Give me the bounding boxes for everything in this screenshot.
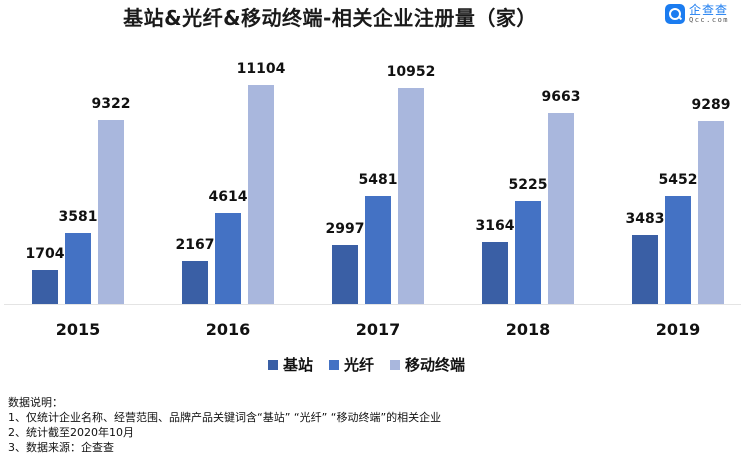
bar bbox=[98, 120, 124, 304]
x-tick-label: 2015 bbox=[55, 320, 101, 339]
notes-heading: 数据说明： bbox=[8, 396, 63, 409]
x-axis-line bbox=[4, 304, 741, 305]
notes-line: 1、仅统计企业名称、经营范围、品牌产品关键词含“基站” “光纤” “移动终端”的… bbox=[8, 411, 442, 424]
data-label: 5481 bbox=[358, 172, 398, 188]
data-label: 4614 bbox=[208, 189, 248, 205]
data-label: 1704 bbox=[25, 246, 65, 262]
data-label: 3164 bbox=[475, 218, 515, 234]
qcc-logo: 企查查 Qcc.com bbox=[665, 4, 729, 24]
bar bbox=[515, 201, 541, 304]
data-label: 11104 bbox=[236, 61, 286, 77]
chart-legend: 基站 光纤 移动终端 bbox=[268, 354, 481, 375]
x-tick-label: 2016 bbox=[205, 320, 251, 339]
bar bbox=[482, 242, 508, 304]
legend-swatch bbox=[329, 359, 340, 370]
data-label: 5452 bbox=[658, 172, 698, 188]
legend-item-mobile-terminal: 移动终端 bbox=[390, 354, 465, 375]
bar bbox=[632, 235, 658, 304]
logo-name-en: Qcc.com bbox=[689, 16, 730, 24]
bar bbox=[65, 233, 91, 304]
legend-item-base-station: 基站 bbox=[268, 354, 313, 375]
bar bbox=[398, 88, 424, 304]
x-tick-label: 2019 bbox=[655, 320, 701, 339]
bar bbox=[182, 261, 208, 304]
bar-chart-plot: 1704 3581 9322 2015 2167 4614 11104 2016 2997 548… bbox=[4, 61, 741, 339]
legend-label: 光纤 bbox=[344, 356, 375, 374]
legend-label: 基站 bbox=[283, 356, 314, 374]
data-label: 10952 bbox=[386, 64, 436, 80]
x-tick-label: 2018 bbox=[505, 320, 551, 339]
bar bbox=[215, 213, 241, 304]
x-tick-label: 2017 bbox=[355, 320, 401, 339]
legend-label: 移动终端 bbox=[405, 356, 466, 374]
legend-item-fiber: 光纤 bbox=[329, 354, 374, 375]
bar bbox=[698, 121, 724, 304]
legend-swatch bbox=[268, 359, 278, 370]
data-label: 9289 bbox=[691, 97, 731, 113]
notes-line: 2、统计截至2020年10月 bbox=[8, 426, 134, 439]
bar bbox=[548, 113, 574, 304]
data-label: 5225 bbox=[508, 177, 548, 193]
data-label: 9322 bbox=[91, 96, 131, 112]
legend-swatch bbox=[390, 359, 401, 370]
chart-title: 基站&光纤&移动终端-相关企业注册量（家） bbox=[123, 6, 537, 30]
data-label: 3581 bbox=[58, 209, 98, 225]
data-label: 9663 bbox=[541, 89, 581, 105]
logo-name-cn: 企查查 bbox=[689, 3, 729, 17]
data-label: 2997 bbox=[325, 221, 365, 237]
qcc-logo-icon bbox=[665, 4, 685, 24]
data-label: 2167 bbox=[175, 237, 215, 253]
bar bbox=[665, 196, 691, 304]
notes-line: 3、数据来源：企查查 bbox=[8, 441, 114, 454]
bar bbox=[32, 270, 58, 304]
bar bbox=[332, 245, 358, 304]
data-label: 3483 bbox=[625, 211, 665, 227]
bar bbox=[248, 85, 274, 304]
data-notes: 数据说明： 1、仅统计企业名称、经营范围、品牌产品关键词含“基站” “光纤” “… bbox=[8, 395, 441, 455]
bar bbox=[365, 196, 391, 304]
